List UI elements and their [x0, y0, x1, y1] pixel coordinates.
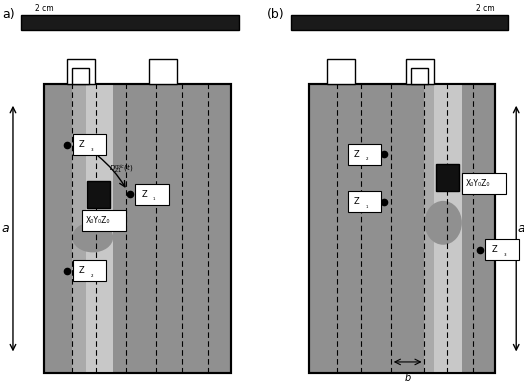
- Bar: [72, 84, 86, 373]
- Bar: [290, 15, 508, 30]
- Bar: [149, 59, 177, 84]
- Ellipse shape: [72, 222, 113, 252]
- Bar: [73, 260, 106, 281]
- Text: 2 cm: 2 cm: [35, 4, 53, 13]
- Text: ₂: ₂: [91, 272, 93, 278]
- Bar: [424, 84, 434, 373]
- Text: Z: Z: [79, 266, 85, 275]
- Bar: [82, 210, 126, 231]
- Text: Z: Z: [79, 140, 85, 149]
- Bar: [411, 68, 428, 84]
- Text: 2 cm: 2 cm: [476, 4, 495, 13]
- Text: a): a): [3, 8, 15, 21]
- Text: Z: Z: [141, 190, 147, 199]
- Bar: [462, 173, 506, 194]
- Bar: [87, 181, 110, 208]
- Bar: [328, 59, 355, 84]
- Ellipse shape: [424, 201, 462, 245]
- Bar: [347, 144, 381, 165]
- Bar: [424, 84, 462, 373]
- Text: ₁: ₁: [153, 196, 156, 202]
- Bar: [309, 84, 496, 373]
- Bar: [67, 59, 94, 84]
- Text: (b): (b): [267, 8, 285, 21]
- Bar: [309, 84, 496, 373]
- Bar: [406, 59, 434, 84]
- Text: X₀Y₀Z₀: X₀Y₀Z₀: [466, 179, 490, 188]
- Bar: [436, 164, 459, 190]
- Bar: [44, 84, 231, 373]
- Text: Z: Z: [492, 245, 497, 254]
- Text: ₃: ₃: [503, 251, 506, 257]
- Text: ₃: ₃: [91, 147, 93, 152]
- Bar: [135, 184, 169, 205]
- Bar: [72, 68, 89, 84]
- Bar: [347, 192, 381, 213]
- Bar: [73, 134, 106, 155]
- Bar: [485, 239, 519, 260]
- Text: ₂: ₂: [366, 156, 368, 162]
- Text: b: b: [405, 373, 411, 381]
- Text: Z: Z: [354, 197, 360, 207]
- Text: Z: Z: [354, 150, 360, 159]
- Text: $D^{mic}_{Z1}(t)$: $D^{mic}_{Z1}(t)$: [109, 163, 134, 176]
- Bar: [72, 84, 113, 373]
- Text: a: a: [2, 222, 9, 235]
- Text: ₁: ₁: [366, 204, 368, 209]
- Text: X₀Y₀Z₀: X₀Y₀Z₀: [85, 216, 110, 224]
- Text: a: a: [518, 222, 524, 235]
- Bar: [21, 15, 238, 30]
- Bar: [44, 84, 231, 373]
